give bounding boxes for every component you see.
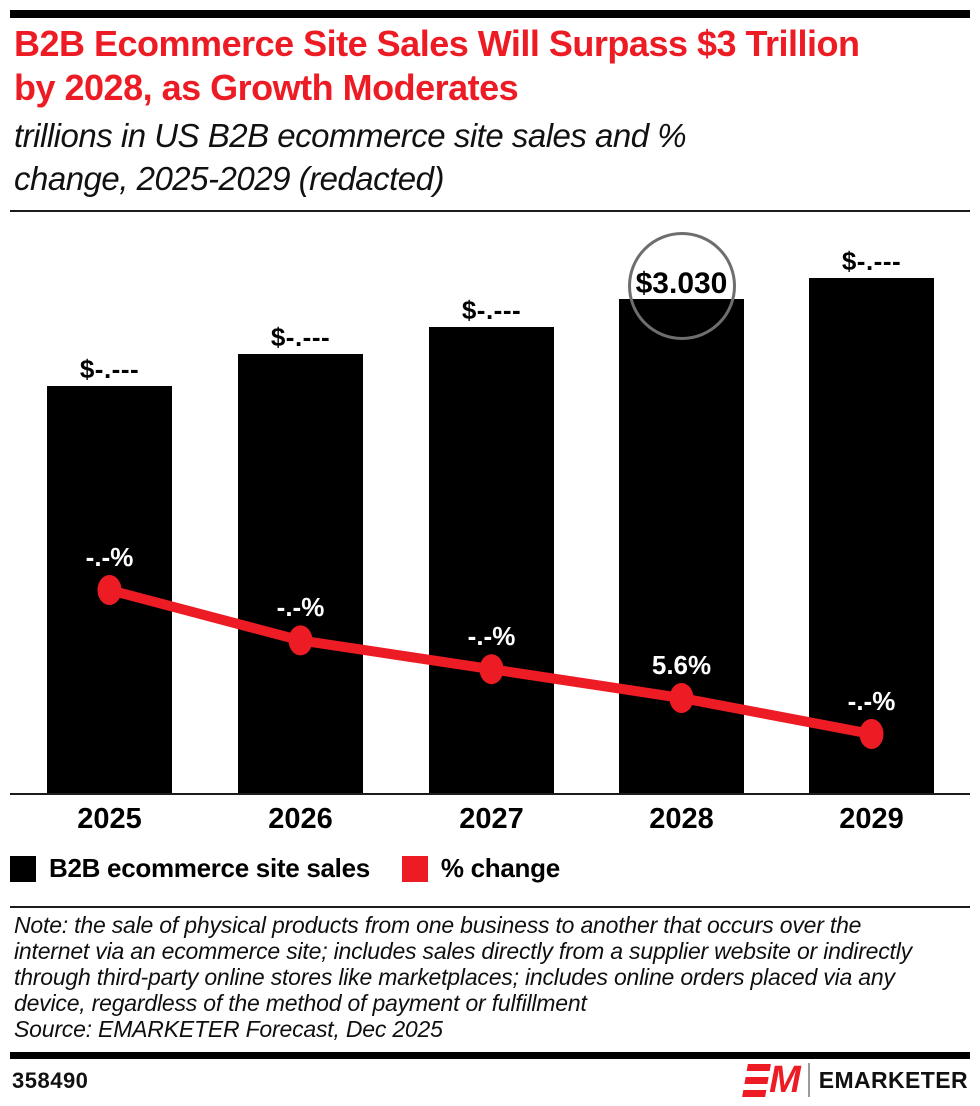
- chart-title-line2: by 2028, as Growth Moderates: [14, 67, 519, 108]
- top-rule: [10, 10, 970, 18]
- legend-label-sales: B2B ecommerce site sales: [49, 853, 370, 883]
- brand-wordmark: EMARKETER: [818, 1066, 968, 1093]
- brand-logo: M EMARKETER: [742, 1058, 968, 1101]
- note-line: through third-party online stores like m…: [14, 964, 895, 990]
- bar-value-label-2025: $-.---: [79, 353, 140, 384]
- bar-2025: [47, 385, 172, 794]
- x-axis-line: [10, 793, 970, 795]
- legend-swatch-sales: [10, 855, 36, 882]
- legend: B2B ecommerce site sales % change: [10, 853, 560, 884]
- note-line: internet via an ecommerce site; includes…: [14, 938, 912, 964]
- pct-label-2026: -.-%: [276, 592, 325, 623]
- logo-e-bars-icon: [742, 1063, 771, 1097]
- bar-2026: [238, 354, 363, 794]
- bar-value-label-2029: $-.---: [841, 245, 902, 276]
- highlight-circle: [627, 231, 736, 340]
- note-divider: [10, 906, 970, 908]
- chart-subtitle-line2: change, 2025-2029 (redacted): [14, 160, 445, 197]
- note-line: Note: the sale of physical products from…: [14, 912, 862, 938]
- pct-label-2029: -.-%: [847, 686, 896, 716]
- axis-label-2025: 2025: [77, 803, 142, 835]
- bar-value-label-2026: $-.---: [270, 322, 331, 353]
- chart-title-line1: B2B Ecommerce Site Sales Will Surpass $3…: [14, 23, 860, 64]
- bar-2028: [619, 298, 744, 794]
- pct-label-2028: 5.6%: [651, 650, 712, 680]
- logo-separator: [807, 1063, 810, 1097]
- axis-label-2028: 2028: [649, 803, 714, 835]
- logo-m-icon: M: [769, 1058, 801, 1101]
- header-divider: [10, 210, 970, 212]
- chart-title: B2B Ecommerce Site Sales Will Surpass $3…: [14, 22, 966, 110]
- legend-item-sales: B2B ecommerce site sales: [10, 853, 370, 884]
- source-line: Source: EMARKETER Forecast, Dec 2025: [14, 1016, 443, 1042]
- note-block: Note: the sale of physical products from…: [14, 912, 966, 1042]
- bar-value-label-2027: $-.---: [461, 294, 522, 325]
- pct-label-2027: -.-%: [467, 621, 516, 652]
- chart-subtitle: trillions in US B2B ecommerce site sales…: [14, 114, 966, 200]
- footer-divider: [10, 1052, 970, 1059]
- bar-value-label-2028: $3.030: [635, 266, 728, 300]
- chart-id: 358490: [12, 1068, 89, 1093]
- axis-label-2029: 2029: [839, 803, 904, 835]
- legend-item-pct-change: % change: [401, 853, 560, 884]
- axis-label-2026: 2026: [268, 803, 333, 835]
- chart-subtitle-line1: trillions in US B2B ecommerce site sales…: [14, 117, 687, 154]
- pct-label-2025: -.-%: [85, 542, 134, 572]
- note-line: device, regardless of the method of paym…: [14, 990, 587, 1016]
- legend-swatch-pct-change: [401, 855, 428, 882]
- emarketer-logo-icon: M: [742, 1058, 801, 1101]
- legend-label-pct-change: % change: [440, 853, 560, 883]
- bar-2027: [429, 326, 554, 794]
- axis-label-2027: 2027: [459, 803, 524, 835]
